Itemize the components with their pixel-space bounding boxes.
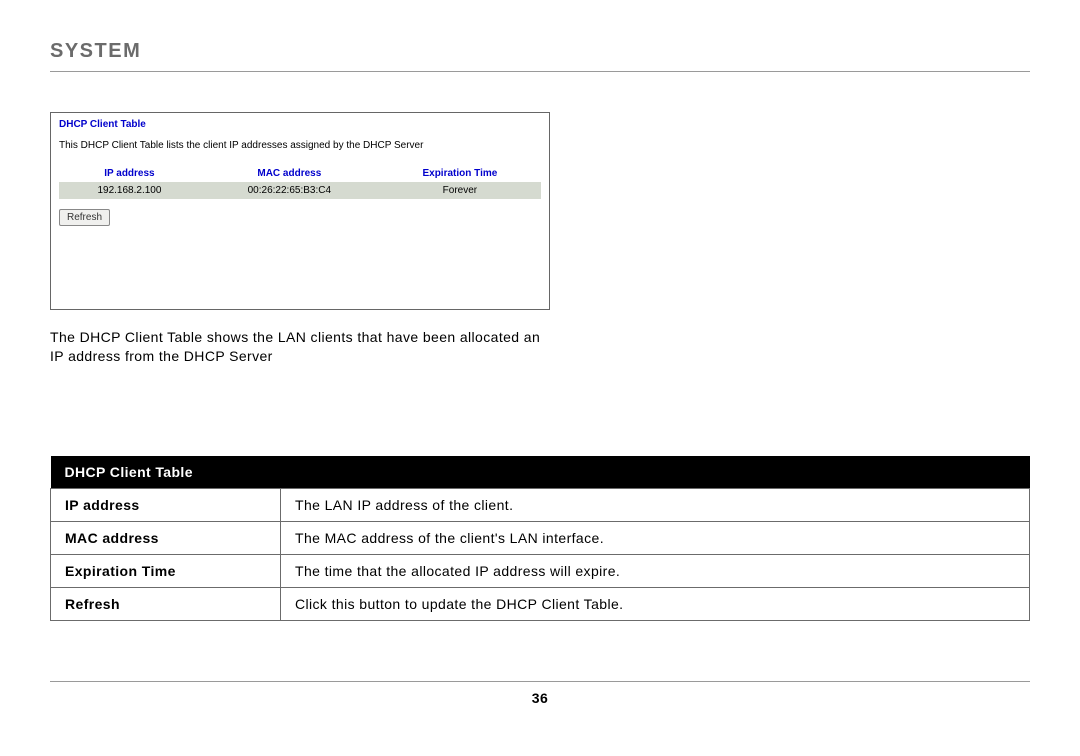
refresh-button[interactable]: Refresh [59, 209, 110, 226]
cell-exp: Forever [379, 182, 541, 199]
divider-top [50, 71, 1030, 72]
col-expiration-time: Expiration Time [379, 165, 541, 182]
term-ip-address: IP address [51, 488, 281, 521]
page-number: 36 [50, 690, 1030, 706]
reference-table: DHCP Client Table IP address The LAN IP … [50, 456, 1030, 621]
col-ip-address: IP address [59, 165, 200, 182]
cell-ip: 192.168.2.100 [59, 182, 200, 199]
term-refresh: Refresh [51, 587, 281, 620]
term-mac-address: MAC address [51, 521, 281, 554]
table-row: Expiration Time The time that the alloca… [51, 554, 1030, 587]
screenshot-caption: The DHCP Client Table shows the LAN clie… [50, 328, 550, 366]
desc-ip-address: The LAN IP address of the client. [281, 488, 1030, 521]
reference-table-title: DHCP Client Table [51, 456, 1030, 489]
page-title: SYSTEM [50, 40, 1030, 63]
dhcp-screenshot-box: DHCP Client Table This DHCP Client Table… [50, 112, 550, 310]
screenshot-description: This DHCP Client Table lists the client … [59, 140, 541, 151]
table-header-row: IP address MAC address Expiration Time [59, 165, 541, 182]
dhcp-client-table: IP address MAC address Expiration Time 1… [59, 165, 541, 199]
table-row: 192.168.2.100 00:26:22:65:B3:C4 Forever [59, 182, 541, 199]
table-row: IP address The LAN IP address of the cli… [51, 488, 1030, 521]
col-mac-address: MAC address [200, 165, 379, 182]
desc-refresh: Click this button to update the DHCP Cli… [281, 587, 1030, 620]
reference-table-header: DHCP Client Table [51, 456, 1030, 489]
desc-expiration-time: The time that the allocated IP address w… [281, 554, 1030, 587]
divider-bottom [50, 681, 1030, 682]
desc-mac-address: The MAC address of the client's LAN inte… [281, 521, 1030, 554]
cell-mac: 00:26:22:65:B3:C4 [200, 182, 379, 199]
table-row: Refresh Click this button to update the … [51, 587, 1030, 620]
table-row: MAC address The MAC address of the clien… [51, 521, 1030, 554]
term-expiration-time: Expiration Time [51, 554, 281, 587]
screenshot-title: DHCP Client Table [59, 119, 541, 130]
